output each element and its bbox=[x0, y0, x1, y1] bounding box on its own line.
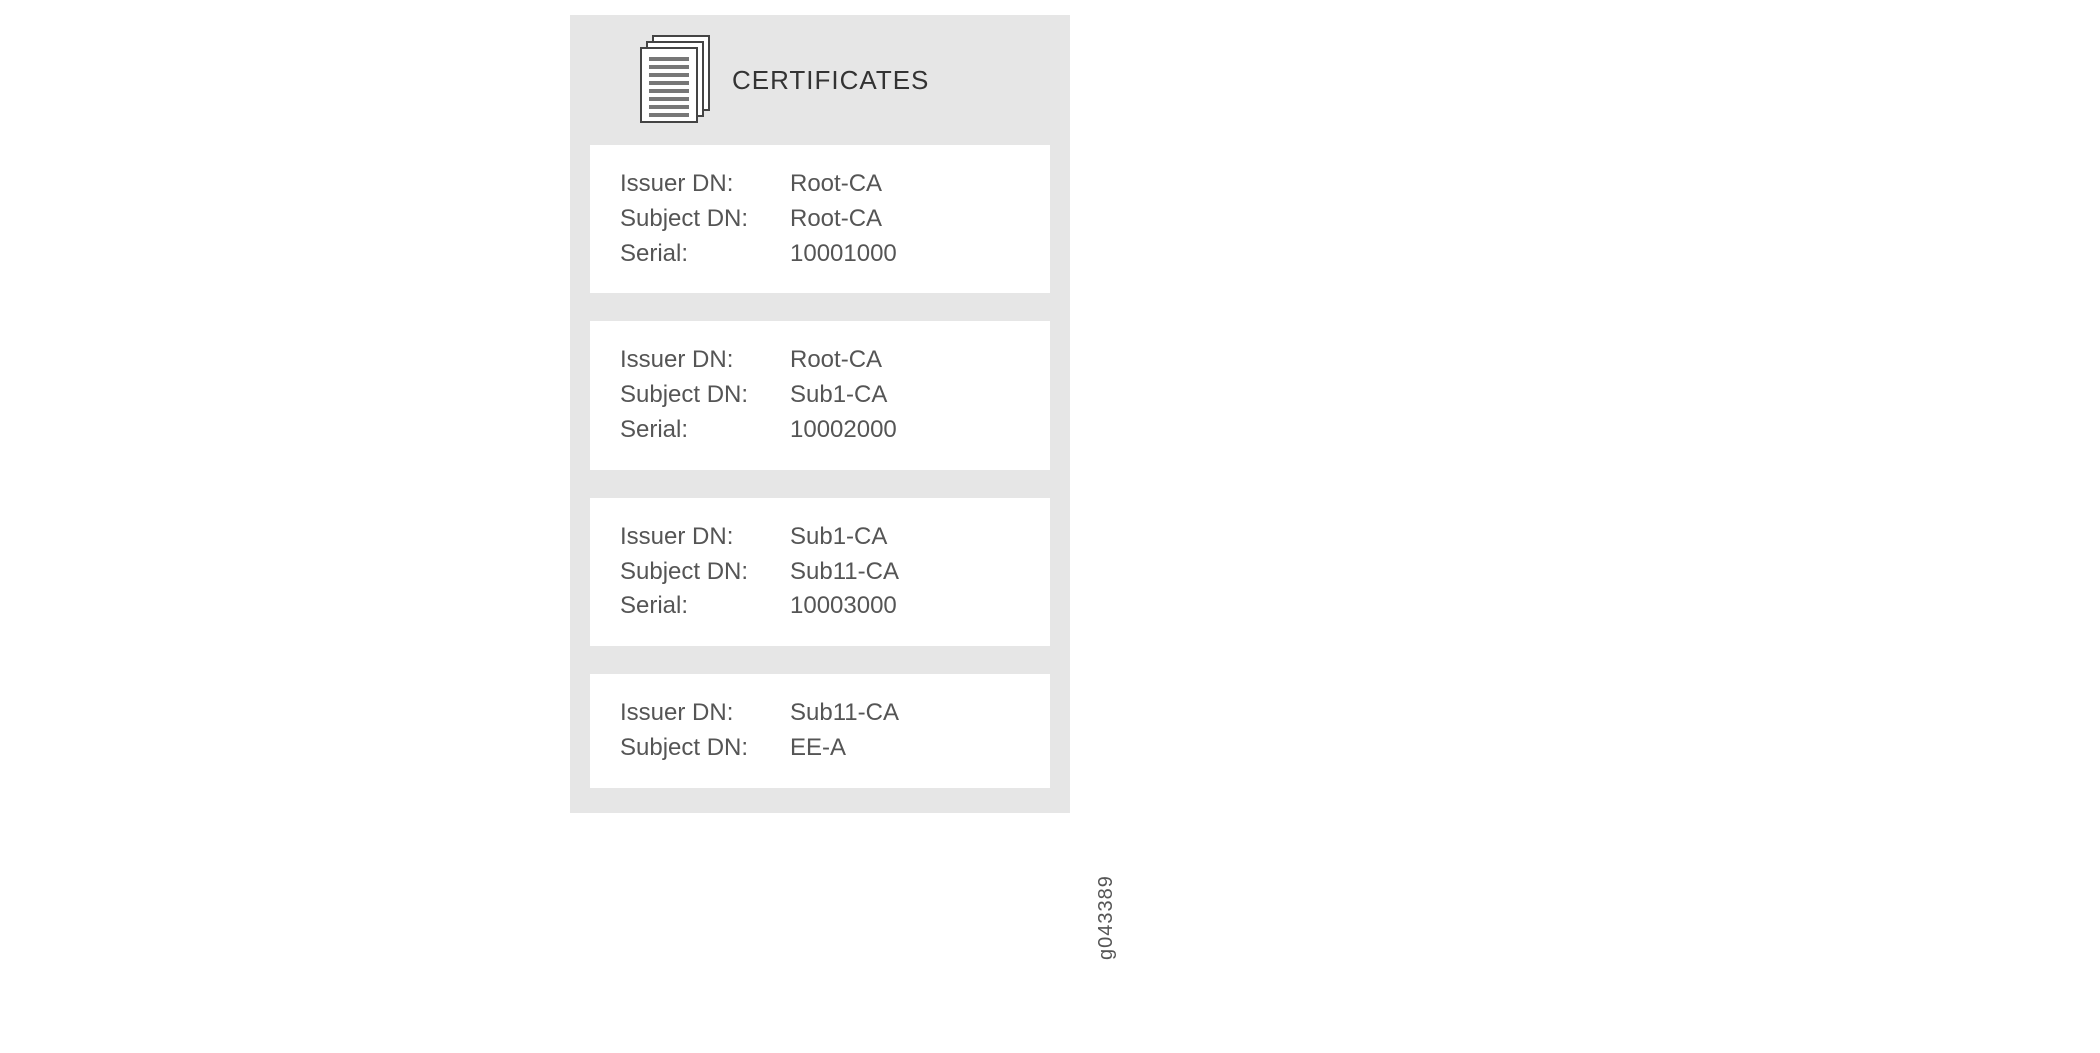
certificates-panel: CERTIFICATES Issuer DN: Root-CA Subject … bbox=[570, 15, 1070, 813]
serial-row: Serial: 10002000 bbox=[620, 413, 1020, 448]
issuer-row: Issuer DN: Root-CA bbox=[620, 167, 1020, 202]
issuer-label: Issuer DN: bbox=[620, 696, 790, 731]
panel-header: CERTIFICATES bbox=[590, 35, 1050, 125]
serial-label: Serial: bbox=[620, 589, 790, 624]
certificate-card: Issuer DN: Sub1-CA Subject DN: Sub11-CA … bbox=[590, 498, 1050, 646]
issuer-label: Issuer DN: bbox=[620, 167, 790, 202]
subject-value: Root-CA bbox=[790, 202, 1020, 237]
issuer-label: Issuer DN: bbox=[620, 520, 790, 555]
certificate-card: Issuer DN: Root-CA Subject DN: Root-CA S… bbox=[590, 145, 1050, 293]
issuer-row: Issuer DN: Sub11-CA bbox=[620, 696, 1020, 731]
figure-reference: g043389 bbox=[1095, 875, 1118, 960]
subject-label: Subject DN: bbox=[620, 555, 790, 590]
issuer-row: Issuer DN: Root-CA bbox=[620, 343, 1020, 378]
serial-label: Serial: bbox=[620, 413, 790, 448]
panel-title: CERTIFICATES bbox=[732, 65, 929, 96]
subject-value: Sub11-CA bbox=[790, 555, 1020, 590]
stacked-documents-icon bbox=[640, 35, 714, 125]
serial-label: Serial: bbox=[620, 237, 790, 272]
subject-row: Subject DN: EE-A bbox=[620, 731, 1020, 766]
issuer-value: Root-CA bbox=[790, 167, 1020, 202]
subject-label: Subject DN: bbox=[620, 202, 790, 237]
serial-value: 10002000 bbox=[790, 413, 1020, 448]
serial-row: Serial: 10003000 bbox=[620, 589, 1020, 624]
certificate-card: Issuer DN: Sub11-CA Subject DN: EE-A bbox=[590, 674, 1050, 788]
issuer-value: Sub11-CA bbox=[790, 696, 1020, 731]
issuer-value: Root-CA bbox=[790, 343, 1020, 378]
subject-row: Subject DN: Root-CA bbox=[620, 202, 1020, 237]
subject-value: EE-A bbox=[790, 731, 1020, 766]
subject-row: Subject DN: Sub11-CA bbox=[620, 555, 1020, 590]
subject-label: Subject DN: bbox=[620, 731, 790, 766]
subject-row: Subject DN: Sub1-CA bbox=[620, 378, 1020, 413]
issuer-value: Sub1-CA bbox=[790, 520, 1020, 555]
subject-label: Subject DN: bbox=[620, 378, 790, 413]
serial-value: 10003000 bbox=[790, 589, 1020, 624]
serial-value: 10001000 bbox=[790, 237, 1020, 272]
issuer-row: Issuer DN: Sub1-CA bbox=[620, 520, 1020, 555]
certificate-card: Issuer DN: Root-CA Subject DN: Sub1-CA S… bbox=[590, 321, 1050, 469]
issuer-label: Issuer DN: bbox=[620, 343, 790, 378]
subject-value: Sub1-CA bbox=[790, 378, 1020, 413]
serial-row: Serial: 10001000 bbox=[620, 237, 1020, 272]
